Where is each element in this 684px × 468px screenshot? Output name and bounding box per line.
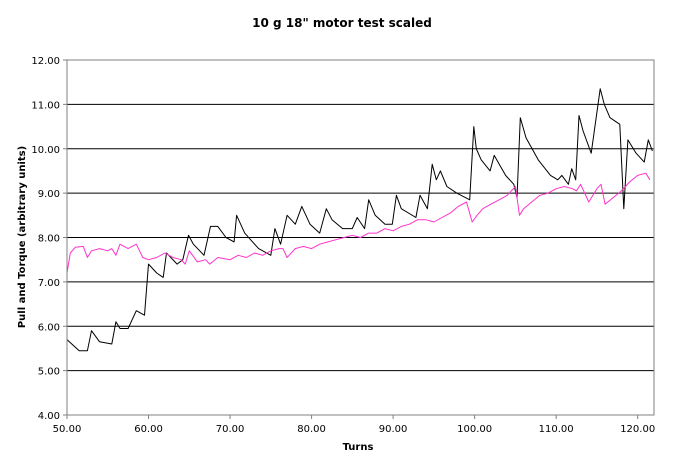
series-line-2 [66,172,651,274]
y-tick-label: 9.00 [38,189,60,200]
x-tick-label: 50.00 [53,424,82,435]
gridlines [67,103,654,372]
y-tick-label: 7.00 [38,278,60,289]
y-tick-label: 5.00 [38,367,60,378]
series-line-1 [66,88,653,352]
x-tick-labels: 50.00 60.00 70.00 80.00 90.00 100.00 110.00 120… [53,415,655,435]
y-axis-label: Pull and Torque (arbitrary units) [17,146,28,328]
y-tick-label: 12.00 [31,56,60,67]
x-tick-label: 100.00 [457,424,492,435]
x-axis-label: Turns [343,442,374,453]
x-tick-label: 120.00 [620,424,655,435]
y-tick-label: 6.00 [38,322,60,333]
chart-title: 10 g 18" motor test scaled [252,16,432,30]
y-tick-labels: 4.00 5.00 6.00 7.00 8.00 9.00 10.00 11.00 12.00 [31,56,67,422]
x-tick-label: 110.00 [539,424,574,435]
y-tick-label: 10.00 [31,145,60,156]
series-layer [66,88,653,352]
y-tick-label: 11.00 [31,100,60,111]
y-tick-label: 8.00 [38,234,60,245]
x-tick-label: 70.00 [216,424,245,435]
x-tick-label: 60.00 [134,424,163,435]
x-tick-label: 90.00 [379,424,408,435]
y-tick-label: 4.00 [38,411,60,422]
x-tick-label: 80.00 [297,424,326,435]
